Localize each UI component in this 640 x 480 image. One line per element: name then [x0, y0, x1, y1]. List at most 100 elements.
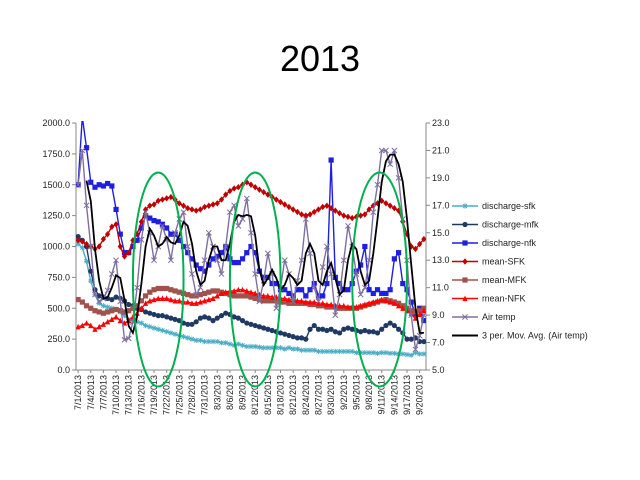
data-point-discharge-mfk: [315, 326, 322, 332]
chart-annotations: [131, 171, 409, 388]
data-point-air-temp: [243, 195, 250, 202]
legend-label-discharge-mfk: discharge-mfk: [482, 220, 539, 230]
data-point-discharge-sfk: [172, 331, 178, 337]
data-point-air-temp: [391, 147, 398, 154]
data-point-discharge-sfk: [202, 338, 208, 345]
data-point-mean-nfk: [189, 300, 195, 306]
data-point-mean-nfk: [328, 301, 334, 308]
data-point-air-temp: [214, 257, 221, 264]
legend-label-air-temp: Air temp: [482, 312, 516, 322]
data-point-mean-sfk: [117, 243, 123, 250]
data-point-mean-mfk: [210, 288, 216, 294]
data-point-discharge-nfk: [164, 225, 170, 231]
legend-marker-discharge-nfk: [462, 240, 468, 246]
data-point-air-temp: [113, 257, 120, 264]
data-point-discharge-mfk: [88, 268, 94, 274]
data-point-discharge-sfk: [290, 346, 296, 352]
data-point-mean-sfk: [336, 209, 343, 217]
data-point-mean-nfk: [105, 318, 111, 325]
data-point-mean-nfk: [395, 302, 402, 309]
data-point-discharge-nfk: [235, 259, 241, 266]
data-point-mean-nfk: [265, 292, 271, 299]
data-point-air-temp: [256, 298, 263, 305]
data-point-air-temp: [264, 250, 271, 257]
data-point-air-temp: [412, 346, 419, 353]
data-point-air-temp: [184, 243, 191, 250]
data-point-mean-nfk: [324, 301, 330, 308]
data-point-discharge-mfk: [189, 321, 195, 327]
data-point-mean-nfk: [248, 289, 254, 295]
data-point-mean-nfk: [383, 297, 389, 304]
data-point-mean-sfk: [294, 208, 300, 216]
data-point-mean-mfk: [105, 309, 111, 315]
data-point-mean-sfk: [277, 198, 284, 206]
data-point-discharge-nfk: [370, 290, 376, 297]
data-point-discharge-nfk: [130, 243, 136, 250]
data-point-discharge-nfk: [362, 243, 368, 250]
data-point-air-temp: [151, 257, 157, 264]
data-point-discharge-sfk: [100, 303, 107, 309]
data-point-mean-nfk: [235, 286, 241, 293]
data-point-discharge-mfk: [168, 315, 174, 321]
data-point-discharge-sfk: [366, 350, 372, 356]
data-point-mean-mfk: [206, 289, 212, 295]
data-point-mean-mfk: [286, 300, 292, 306]
data-point-discharge-sfk: [286, 345, 292, 351]
data-point-discharge-mfk: [379, 326, 385, 332]
data-point-discharge-mfk: [265, 326, 271, 332]
data-point-mean-nfk: [155, 295, 161, 301]
data-point-discharge-sfk: [412, 350, 419, 356]
data-point-air-temp: [117, 298, 124, 305]
data-point-discharge-mfk: [269, 327, 275, 334]
data-point-discharge-mfk: [185, 321, 191, 327]
data-point-air-temp: [205, 229, 212, 236]
data-point-mean-sfk: [248, 181, 254, 188]
data-point-mean-mfk: [417, 308, 423, 314]
data-point-mean-nfk: [315, 300, 322, 306]
data-point-mean-nfk: [320, 300, 326, 306]
data-point-mean-sfk: [421, 235, 426, 243]
data-point-air-temp: [167, 257, 174, 264]
data-point-discharge-nfk: [252, 250, 258, 256]
data-point-mean-mfk: [155, 285, 161, 292]
data-point-mean-nfk: [370, 299, 376, 305]
data-point-discharge-sfk: [261, 345, 267, 351]
data-point-discharge-sfk: [387, 350, 393, 356]
data-point-air-temp: [378, 147, 385, 154]
data-point-discharge-nfk: [345, 287, 351, 293]
data-point-discharge-nfk: [96, 182, 102, 188]
data-point-discharge-mfk: [231, 314, 237, 320]
data-point-air-temp: [307, 250, 313, 257]
data-point-air-temp: [408, 312, 415, 319]
data-point-air-temp: [357, 291, 364, 298]
data-point-mean-nfk: [379, 296, 385, 303]
data-point-mean-mfk: [252, 295, 258, 301]
data-point-mean-mfk: [244, 293, 250, 299]
y-left-tick-label: 250.0: [47, 334, 70, 344]
legend-label-discharge-sfk: discharge-sfk: [482, 201, 536, 211]
data-point-discharge-mfk: [142, 309, 149, 315]
data-point-mean-sfk: [391, 205, 397, 212]
data-point-discharge-sfk: [79, 245, 85, 251]
chart-legend: discharge-sfk discharge-mfk discharge-nfk m…: [452, 201, 588, 341]
data-point-air-temp: [197, 284, 204, 291]
data-point-mean-sfk: [202, 203, 208, 211]
data-point-discharge-nfk: [379, 290, 385, 297]
data-point-discharge-mfk: [303, 336, 309, 342]
data-point-mean-mfk: [147, 289, 153, 295]
data-point-mean-nfk: [214, 292, 220, 299]
data-point-mean-nfk: [366, 300, 372, 306]
data-point-air-temp: [172, 229, 179, 236]
data-point-mean-nfk: [239, 286, 246, 293]
x-tick-label: 7/1/2013: [73, 375, 83, 410]
data-point-air-temp: [180, 209, 187, 216]
data-point-mean-sfk: [395, 207, 402, 214]
data-point-discharge-mfk: [126, 301, 132, 308]
series-line-3-per-mov-avg-air-temp: [85, 153, 424, 336]
data-point-mean-mfk: [265, 298, 271, 304]
data-point-mean-mfk: [193, 293, 199, 299]
data-point-discharge-nfk: [320, 293, 326, 299]
y-right-tick-label: 9.0: [432, 310, 445, 320]
data-point-mean-sfk: [185, 205, 191, 212]
data-point-mean-nfk: [76, 323, 81, 330]
